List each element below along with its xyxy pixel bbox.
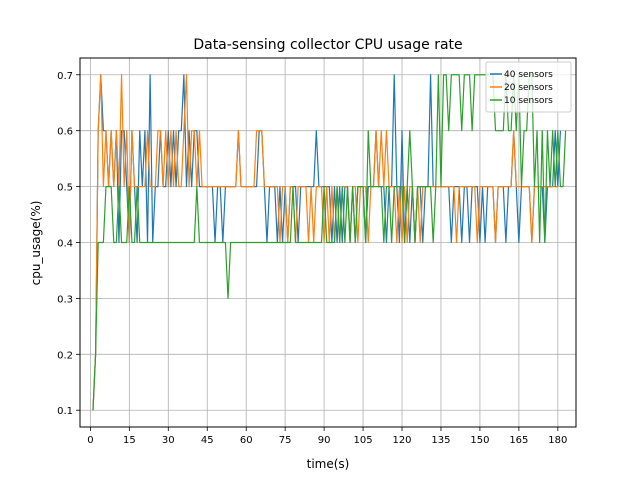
y-tick-label: 0.4 [57, 239, 73, 250]
x-tick-label: 150 [470, 435, 489, 446]
y-axis-label: cpu_usage(%) [29, 201, 43, 286]
legend-box [485, 61, 572, 113]
y-tick-label: 0.6 [57, 127, 73, 138]
legend-label-20-sensors: 20 sensors [504, 83, 553, 93]
x-tick-label: 15 [123, 435, 136, 446]
axis-ticks: 0 15 30 45 60 75 90 105 120 135 150 165 180 0.1 0.2 0.3… [57, 71, 567, 446]
x-tick-label: 75 [279, 435, 292, 446]
x-tick-label: 30 [162, 435, 175, 446]
x-tick-label: 45 [201, 435, 214, 446]
y-tick-label: 0.3 [57, 294, 73, 305]
x-axis-label: time(s) [307, 457, 350, 471]
x-tick-label: 60 [240, 435, 253, 446]
y-tick-label: 0.2 [57, 350, 73, 361]
y-tick-label: 0.5 [57, 183, 73, 194]
y-tick-label: 0.7 [57, 71, 73, 82]
x-tick-label: 180 [548, 435, 567, 446]
x-tick-label: 90 [318, 435, 331, 446]
y-tick-label: 0.1 [57, 406, 73, 417]
x-tick-label: 120 [392, 435, 411, 446]
legend: 40 sensors 20 sensors 10 sensors [485, 61, 572, 113]
x-tick-label: 105 [354, 435, 373, 446]
legend-label-40-sensors: 40 sensors [504, 70, 553, 80]
x-tick-label: 135 [431, 435, 450, 446]
x-tick-label: 165 [509, 435, 528, 446]
chart-title: Data-sensing collector CPU usage rate [193, 37, 462, 53]
x-tick-label: 0 [87, 435, 93, 446]
legend-label-10-sensors: 10 sensors [504, 96, 553, 106]
